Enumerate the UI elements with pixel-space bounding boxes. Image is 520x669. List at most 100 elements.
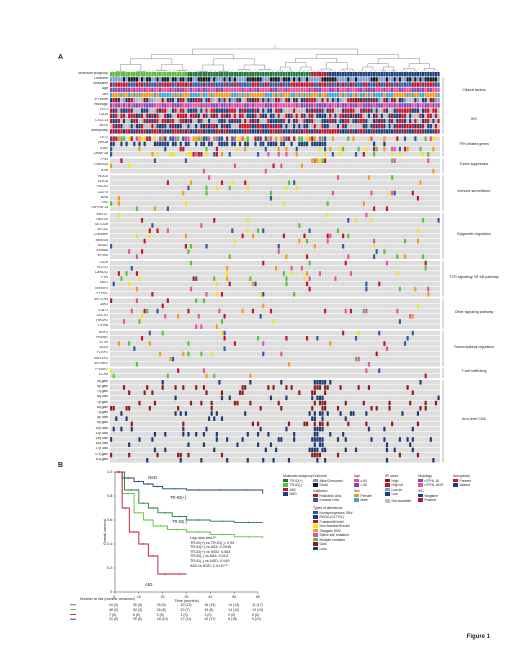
clinical-cell [347, 72, 350, 77]
alteration-cell [120, 136, 123, 141]
clinical-cell [305, 103, 309, 108]
clinical-cell [226, 118, 229, 124]
alteration-cell [424, 373, 427, 379]
clinical-cell [153, 98, 157, 103]
clinical-cell [233, 82, 236, 87]
clinical-cell [437, 72, 440, 77]
alteration-cell [256, 432, 260, 437]
clinical-cell [238, 118, 242, 124]
alteration-cell [305, 281, 309, 287]
clinical-cell [295, 124, 298, 129]
clinical-cell [344, 92, 347, 98]
clinical-cell [370, 98, 373, 103]
alteration-cell [416, 196, 420, 201]
clinical-cell [383, 108, 386, 113]
legend-sex: Sex Female Male [354, 489, 372, 503]
clinical-cell [347, 108, 350, 113]
clinical-cell [226, 108, 229, 113]
clinical-cell [138, 103, 141, 108]
alteration-cell [249, 373, 252, 379]
clinical-cell [135, 92, 138, 98]
logrank-line: TR-ID(+) vs TR-ID(-): 0.93 [190, 540, 235, 545]
alteration-cell [153, 400, 157, 406]
clinical-cell [161, 113, 164, 119]
legend-label: TR-ID(-) [289, 483, 302, 487]
legend-label: Absent [459, 483, 471, 487]
clinical-cell [434, 118, 438, 124]
legend-item: A53 [283, 488, 313, 493]
clinical-cell [130, 98, 133, 103]
clinical-cell [298, 87, 301, 93]
clinical-cell [311, 77, 314, 82]
clinical-cell [321, 77, 324, 82]
clinical-cell [228, 98, 231, 103]
alteration-cell [259, 314, 262, 319]
row-label: IRF2BP2 [94, 361, 108, 365]
row-label: PLCG1 [96, 265, 108, 269]
clinical-cell [110, 82, 113, 87]
clinical-cell [153, 87, 157, 93]
alteration-cell [110, 201, 113, 206]
clinical-cell [161, 98, 164, 103]
clinical-cell [207, 113, 211, 119]
clinical-cell [375, 108, 378, 113]
clinical-cell [267, 98, 270, 103]
alteration-cell [409, 442, 412, 447]
alteration-cell [419, 146, 422, 152]
clinical-cell [391, 108, 394, 113]
legend-item: nTFHL-NOS [418, 483, 443, 488]
alteration-cell [166, 180, 169, 185]
clinical-cell [362, 92, 365, 98]
alteration-cell [226, 141, 229, 147]
alteration-cell [228, 185, 231, 191]
alteration-cell [403, 254, 407, 259]
alteration-cell [130, 426, 133, 432]
alteration-cell [187, 185, 190, 191]
clinical-cell [362, 87, 365, 93]
row-label: ARID1A [95, 238, 108, 242]
clinical-cell [228, 129, 231, 134]
row-label: CARD11 [94, 270, 108, 274]
clinical-cell [130, 72, 133, 77]
clinical-cell [385, 87, 389, 93]
clinical-cell [128, 82, 131, 87]
clinical-cell [421, 129, 425, 134]
clinical-cell [277, 103, 280, 108]
alteration-cell [367, 175, 371, 180]
clinical-cell [300, 129, 303, 134]
group-label: Transcriptional regulation [453, 344, 495, 349]
clinical-cell [269, 77, 273, 82]
alteration-cell [308, 447, 311, 453]
clinical-cell [295, 77, 298, 82]
alteration-cell [357, 146, 360, 152]
row-label: Age [101, 87, 108, 91]
clinical-cell [427, 82, 430, 87]
clinical-cell [138, 113, 141, 119]
clinical-cell [231, 103, 234, 108]
clinical-cell [403, 108, 407, 113]
clinical-cell [406, 124, 409, 129]
legend-label: nTFHL-AI [424, 478, 440, 483]
alteration-cell [275, 447, 278, 453]
clinical-cell [171, 87, 175, 93]
clinical-cell [347, 113, 350, 119]
alteration-cell [375, 406, 378, 411]
clinical-cell [179, 98, 182, 103]
clinical-cell [213, 118, 216, 124]
clinical-cell [383, 87, 386, 93]
clinical-cell [272, 82, 275, 87]
clinical-cell [334, 77, 337, 82]
clinical-cell [200, 72, 203, 77]
legend-swatch [313, 478, 318, 483]
clinical-cell [169, 98, 172, 103]
clinical-cell [339, 108, 342, 113]
clinical-cell [112, 72, 115, 77]
alteration-cell [416, 452, 420, 458]
clinical-cell [158, 118, 162, 124]
clinical-cell [316, 124, 319, 129]
clinical-cell [223, 108, 226, 113]
clinical-cell [125, 82, 128, 87]
clinical-cell [148, 98, 151, 103]
row-label: TP53 [99, 158, 108, 162]
legend-swatch [418, 483, 423, 487]
